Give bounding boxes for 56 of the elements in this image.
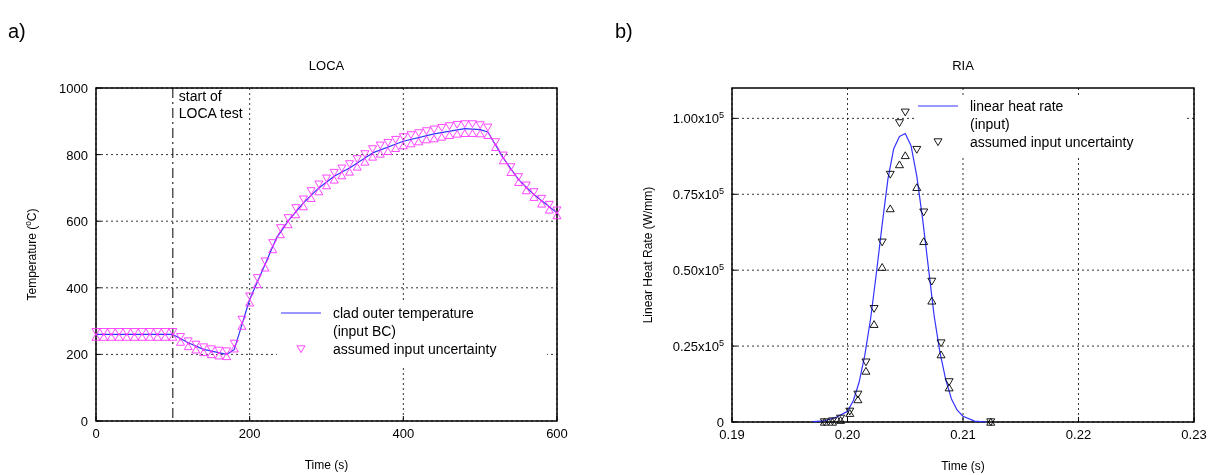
point [912, 183, 922, 191]
point [944, 378, 954, 386]
y-tick-label: 1.00x10$^{5}$ [672, 110, 724, 127]
x-tick-label: 0.23 [1181, 427, 1207, 442]
legend-label: clad outer temperature (input BC) [333, 305, 475, 339]
x-tick-label: 0.21 [950, 427, 976, 442]
point [919, 208, 929, 217]
y-tick-label: 1000 [59, 81, 88, 96]
y-tick-label: 0 [80, 414, 88, 429]
chart-title: LOCA [308, 58, 345, 73]
point [877, 238, 887, 247]
point [912, 145, 922, 154]
x-tick-label: 0.22 [1065, 427, 1092, 442]
point [853, 390, 863, 399]
y-tick-label: 0.75x10$^{5}$ [672, 186, 724, 203]
y-tick-label: 0.50x10$^{5}$ [672, 262, 724, 279]
point [877, 263, 887, 271]
point [869, 305, 879, 313]
point [861, 358, 871, 367]
y-tick-label: 200 [66, 347, 88, 363]
point [885, 170, 895, 179]
x-tick-label: 0 [92, 426, 100, 441]
point [900, 151, 910, 160]
legend-label: assumed input uncertainty [970, 134, 1134, 150]
point [861, 366, 871, 375]
text: a) [8, 20, 26, 42]
x-tick-label: 0.19 [719, 427, 745, 442]
y-tick-label: 400 [66, 280, 88, 296]
point [900, 108, 910, 117]
point [936, 339, 946, 348]
point [927, 277, 937, 286]
point [895, 160, 904, 169]
x-axis-title: Time (s) [941, 459, 985, 473]
x-tick-label: 0.20 [834, 427, 861, 442]
x-tick-label: 600 [546, 426, 568, 441]
annotation: start of LOCA test [178, 88, 243, 122]
legend-label: assumed input uncertainty [333, 341, 497, 357]
chart-title: RIA [952, 58, 975, 73]
point [919, 237, 929, 245]
x-axis-title: Time (s) [304, 458, 349, 472]
point [895, 119, 904, 127]
point [936, 350, 946, 359]
y-tick-label: 0 [716, 415, 724, 430]
point [853, 395, 863, 404]
y-tick-label: 600 [66, 214, 88, 230]
y-tick-label: 800 [66, 147, 88, 163]
legend-label: linear heat rate (input) [970, 98, 1064, 132]
y-axis-title: Linear Heat Rate (W/mm) [641, 186, 655, 324]
text: b) [615, 20, 633, 42]
x-tick-label: 400 [392, 426, 415, 441]
y-tick-label: 0.25x10$^{5}$ [672, 338, 724, 355]
x-tick-label: 200 [238, 426, 261, 441]
point [944, 383, 954, 392]
point [927, 296, 937, 305]
point [869, 320, 879, 328]
point [885, 204, 895, 213]
